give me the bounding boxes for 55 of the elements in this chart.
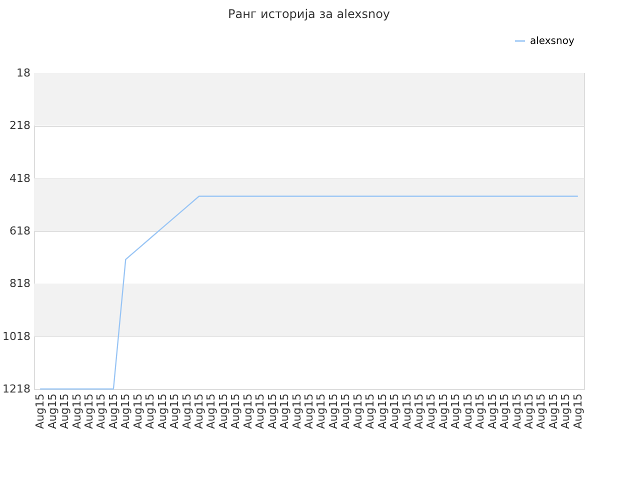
x-tick-label: Aug15 (522, 394, 536, 429)
chart-title: Ранг историја за alexsnoy (228, 7, 390, 21)
x-tick-label: Aug15 (571, 394, 584, 429)
x-tick-label: Aug15 (58, 394, 72, 429)
y-tick-label: 418 (10, 172, 30, 185)
x-tick-label: Aug15 (70, 394, 84, 429)
x-tick-label: Aug15 (388, 394, 402, 429)
x-tick-label: Aug15 (314, 394, 328, 429)
legend-label: alexsnoy (530, 36, 574, 47)
x-tick-label: Aug15 (326, 394, 340, 429)
x-tick-label: Aug15 (82, 394, 96, 429)
line-series (40, 196, 578, 390)
x-tick-label: Aug15 (546, 394, 560, 429)
x-tick-label: Aug15 (144, 394, 157, 429)
x-tick-label: Aug15 (266, 394, 279, 429)
x-tick-label: Aug15 (216, 394, 230, 429)
x-tick-label: Aug15 (436, 394, 450, 429)
x-tick-label: Aug15 (156, 394, 169, 429)
x-tick-label: Aug15 (290, 394, 304, 429)
x-tick-label: Aug15 (339, 394, 352, 429)
x-tick-label: Aug15 (119, 394, 132, 429)
x-tick-label: Aug15 (241, 394, 254, 429)
x-tick-label: Aug15 (46, 394, 59, 429)
x-tick-label: Aug15 (34, 394, 47, 429)
x-tick-label: Aug15 (461, 394, 474, 429)
x-tick-label: Aug15 (302, 394, 316, 429)
x-tick-label: Aug15 (192, 394, 206, 429)
x-tick-label: Aug15 (534, 394, 548, 429)
x-tick-label: Aug15 (486, 394, 499, 429)
x-tick-label: Aug15 (180, 394, 194, 429)
y-tick-label: 218 (10, 119, 30, 132)
x-tick-label: Aug15 (412, 394, 426, 429)
x-tick-label: Aug15 (351, 394, 364, 429)
x-tick-label: Aug15 (498, 394, 512, 429)
x-tick-label: Aug15 (106, 394, 120, 429)
x-tick-label: Aug15 (94, 394, 108, 429)
x-tick-label: Aug15 (400, 394, 414, 429)
x-tick-label: Aug15 (376, 394, 389, 429)
y-tick-label: 618 (10, 224, 30, 238)
y-tick-label: 818 (10, 277, 30, 290)
x-tick-label: Aug15 (254, 394, 267, 429)
x-tick-label: Aug15 (474, 394, 487, 429)
x-tick-label: Aug15 (278, 394, 292, 429)
y-tick-label: 1218 (2, 382, 30, 396)
x-tick-label: Aug15 (229, 394, 242, 429)
x-tick-label: Aug15 (364, 394, 377, 429)
x-tick-label: Aug15 (204, 394, 218, 429)
x-tick-label: Aug15 (559, 394, 572, 429)
x-tick-label: Aug15 (168, 394, 182, 429)
x-tick-label: Aug15 (449, 394, 462, 429)
x-tick-label: Aug15 (424, 394, 438, 429)
y-tick-label: 1018 (2, 330, 30, 343)
y-tick-label: 18 (16, 66, 30, 80)
x-tick-label: Aug15 (510, 394, 524, 429)
x-tick-label: Aug15 (131, 394, 144, 429)
